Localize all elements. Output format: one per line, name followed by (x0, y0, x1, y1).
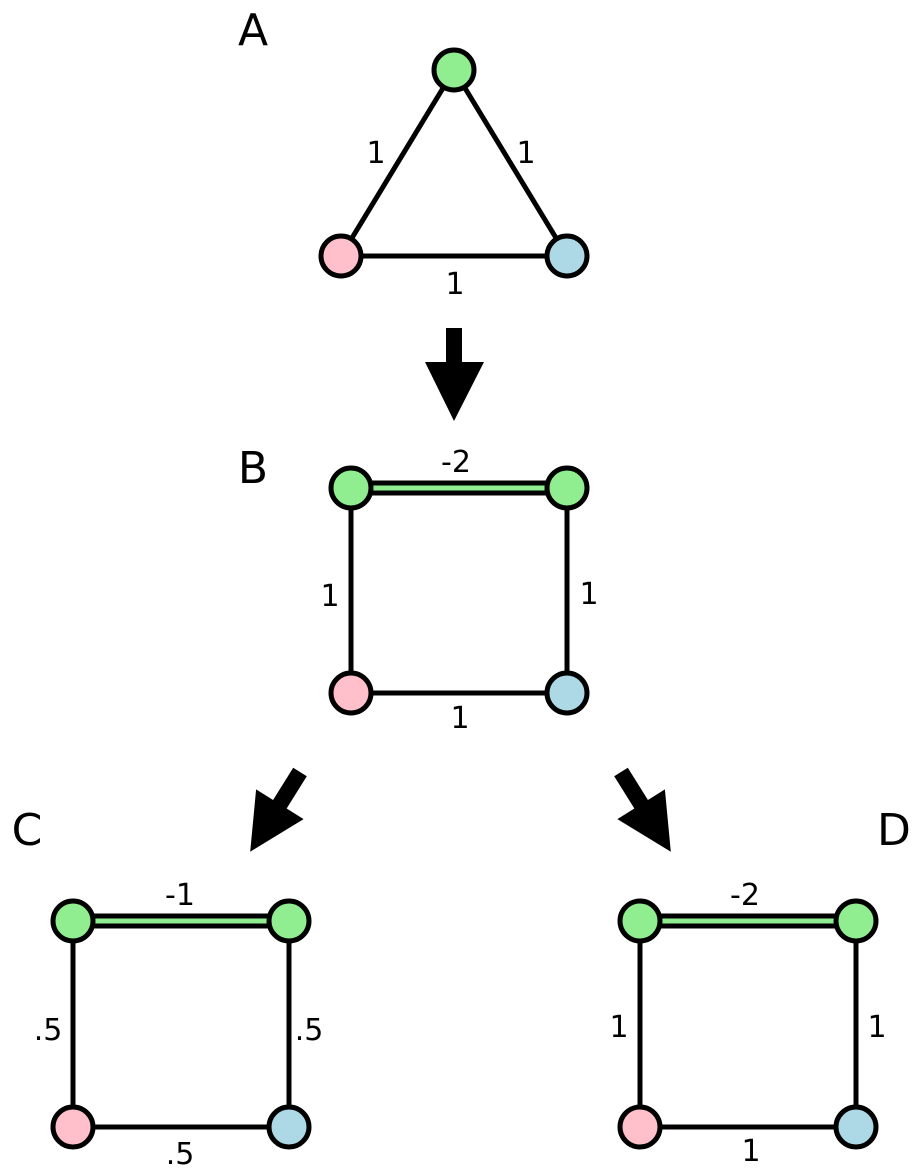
panel-c-node-bottom-right (266, 1104, 312, 1150)
panel-a-edge-right (451, 68, 570, 258)
panel-d-label-bottom: 1 (741, 1134, 760, 1169)
panel-a-edge-left (338, 68, 457, 258)
panel-b-label-right: 1 (579, 577, 598, 612)
panel-b-label-top: -2 (441, 445, 471, 480)
panel-a-letter: A (238, 5, 268, 56)
panel-c-node-top-right (266, 898, 312, 944)
panel-b-node-top-left (328, 465, 374, 511)
panel-c-node-top-left (50, 898, 96, 944)
panel-c-label-right: .5 (295, 1013, 324, 1048)
panel-b: B -2 1 1 1 (238, 443, 599, 736)
panel-d-label-top: -2 (730, 878, 760, 913)
panel-c: C -1 .5 .5 .5 (12, 805, 324, 1170)
panel-a-label-bottom: 1 (445, 267, 464, 302)
panel-c-label-bottom: .5 (166, 1137, 195, 1170)
panel-a-label-left: 1 (366, 136, 385, 171)
panel-d-node-bottom-left (617, 1104, 663, 1150)
panel-d-letter: D (877, 805, 911, 856)
panel-a-node-bottom-left (318, 233, 364, 279)
panel-a: A 1 1 1 (238, 5, 590, 302)
panel-d-label-left: 1 (609, 1010, 628, 1045)
panel-b-letter: B (238, 443, 268, 494)
panel-d-node-top-right (833, 898, 879, 944)
panel-d: D -2 1 1 1 (609, 805, 910, 1169)
panel-c-label-top: -1 (165, 878, 195, 913)
panel-b-node-bottom-left (328, 670, 374, 716)
panel-b-label-left: 1 (320, 579, 339, 614)
panel-d-node-top-left (617, 898, 663, 944)
panel-c-label-left: .5 (34, 1013, 63, 1048)
panel-b-label-bottom: 1 (450, 701, 469, 736)
panel-a-label-right: 1 (516, 136, 535, 171)
panel-b-node-bottom-right (544, 670, 590, 716)
panel-c-node-bottom-left (50, 1104, 96, 1150)
arrow-down-icon (425, 328, 484, 421)
panel-d-node-bottom-right (833, 1104, 879, 1150)
panel-a-node-bottom-right (544, 233, 590, 279)
panel-b-node-top-right (544, 465, 590, 511)
arrow-down-left-icon (250, 767, 307, 852)
panel-a-node-top (431, 47, 477, 93)
panel-c-letter: C (12, 805, 43, 856)
panel-d-label-right: 1 (867, 1010, 886, 1045)
arrow-down-right-icon (614, 767, 671, 852)
